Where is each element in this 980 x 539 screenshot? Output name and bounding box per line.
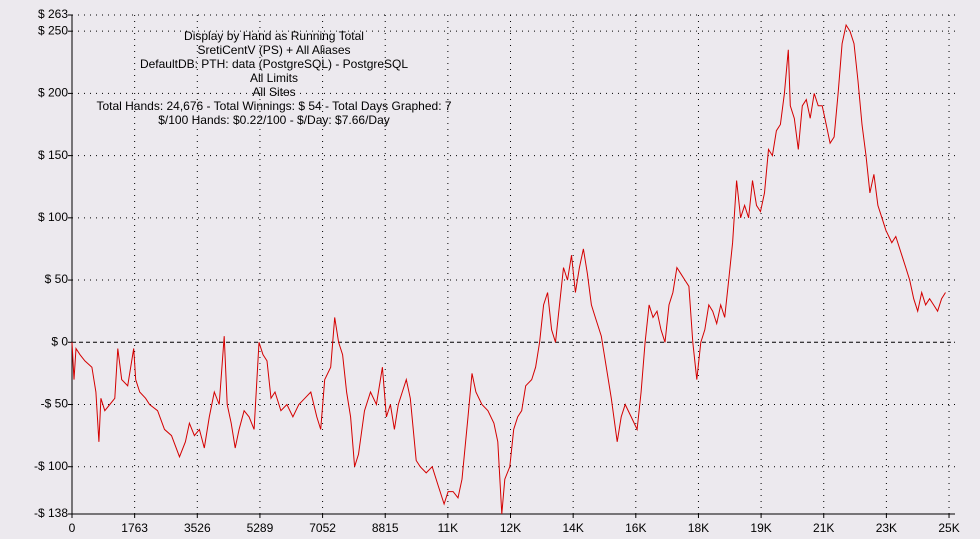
chart-title: Display by Hand as Running Total <box>184 29 364 43</box>
subtitle-line: $/100 Hands: $0.22/100 - $/Day: $7.66/Da… <box>158 113 390 127</box>
subtitle-line: All Limits <box>250 71 298 85</box>
x-tick-label: 19K <box>750 521 771 535</box>
subtitle-line: Total Hands: 24,676 - Total Winnings: $ … <box>96 99 451 113</box>
x-tick-label: 7052 <box>309 521 336 535</box>
x-tick-label: 25K <box>938 521 959 535</box>
x-tick-label: 16K <box>625 521 646 535</box>
line-series <box>71 23 946 515</box>
y-tick-label: $ 0 <box>51 334 68 348</box>
y-tick-label: -$ 50 <box>41 397 69 411</box>
y-tick-label: -$ 138 <box>34 506 68 520</box>
subtitle-line: SretiCentV (PS) + All Aliases <box>197 43 350 57</box>
x-tick-label: 3526 <box>184 521 211 535</box>
x-tick-label: 8815 <box>372 521 399 535</box>
x-tick-label: 18K <box>688 521 709 535</box>
x-tick-label: 12K <box>500 521 521 535</box>
x-tick-label: 11K <box>438 521 458 535</box>
x-tick-label: 21K <box>813 521 834 535</box>
x-tick-label: 14K <box>562 521 583 535</box>
y-tick-label: $ 150 <box>38 148 68 162</box>
y-tick-label: $ 263 <box>38 7 68 21</box>
subtitle-line: All Sites <box>252 85 295 99</box>
y-tick-label: $ 100 <box>38 210 68 224</box>
y-tick-label: $ 50 <box>45 272 69 286</box>
subtitle-line: DefaultDB: PTH: data (PostgreSQL) - Post… <box>140 57 408 71</box>
y-tick-label: $ 250 <box>38 23 68 37</box>
x-tick-label: 1763 <box>121 521 148 535</box>
y-tick-label: -$ 100 <box>34 459 68 473</box>
x-tick-label: 5289 <box>247 521 274 535</box>
x-tick-label: 0 <box>69 521 76 535</box>
x-tick-label: 23K <box>876 521 897 535</box>
y-tick-label: $ 200 <box>38 86 68 100</box>
